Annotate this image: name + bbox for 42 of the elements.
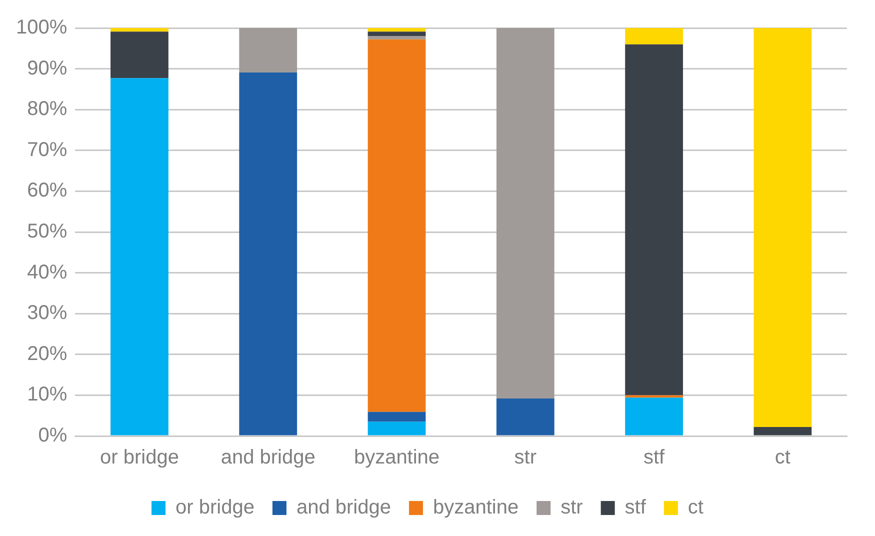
x-tick-label: or bridge [100,446,179,469]
y-tick-label: 10% [27,384,68,406]
bar [625,398,683,436]
bar [368,36,426,40]
legend-label: ct [688,496,704,519]
x-tick-label: str [514,446,537,469]
y-tick-label: 40% [27,261,68,284]
x-tick-label: and bridge [220,446,316,469]
y-tick-label: 60% [27,180,68,202]
y-tick-label: 70% [27,138,68,161]
bar [625,28,683,44]
bar [496,398,554,436]
y-tick-label: 20% [27,342,68,365]
bar [368,412,426,422]
bar [110,32,168,78]
x-tick-label: byzantine [354,446,440,469]
y-tick-label: 100% [16,16,68,39]
bar [754,28,812,428]
bar [110,78,168,436]
bar [239,28,298,72]
legend-label: or bridge [176,496,254,519]
bar [625,44,683,396]
bar [368,28,426,32]
x-tick-label: ct [774,446,791,469]
y-tick-label: 0% [38,424,68,447]
legend-label: byzantine [432,496,519,519]
x-tick-label: stf [643,446,666,469]
y-tick-label: 30% [27,302,68,324]
bar [368,422,426,436]
bar [368,39,426,412]
y-tick-label: 80% [27,98,68,120]
bar [625,395,683,398]
bar [754,427,812,436]
bar [496,28,554,398]
legend-label: stf [624,496,646,519]
y-tick-label: 50% [27,220,68,243]
y-tick-label: 90% [27,57,68,80]
bar [368,32,426,36]
bar [110,28,168,32]
bar [239,72,298,436]
legend-label: and bridge [296,496,391,519]
legend-label: str [560,496,584,519]
